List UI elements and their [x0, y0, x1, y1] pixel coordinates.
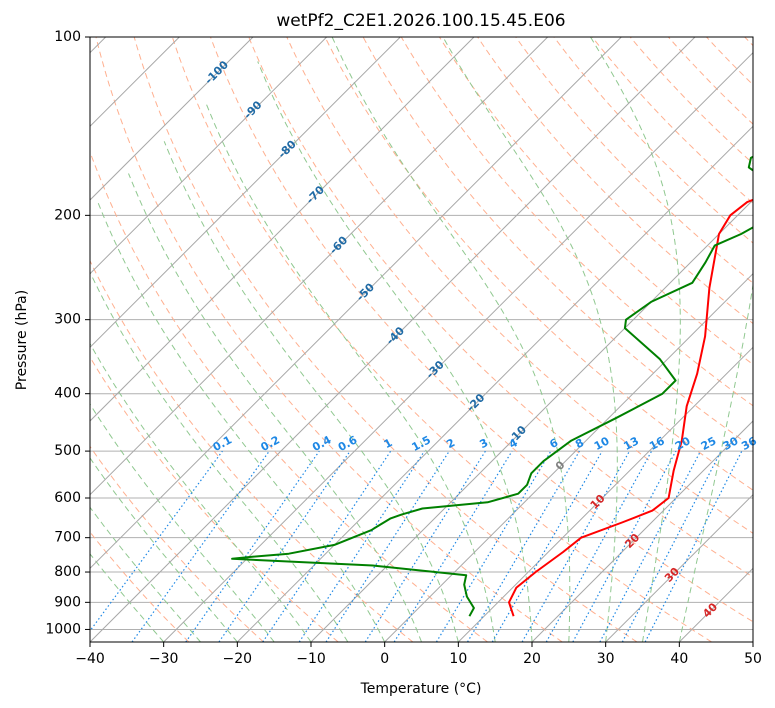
dry-adiabat-line: [90, 259, 414, 642]
x-tick-label: 40: [670, 651, 688, 667]
moist-adiabat-line: [90, 342, 312, 642]
isotherm-line: [163, 51, 753, 642]
x-tick-label: −10: [296, 651, 326, 667]
moist-adiabat-line: [206, 104, 496, 642]
y-axis-title: Pressure (hPa): [14, 290, 30, 390]
moist-adiabat-line: [90, 506, 201, 642]
y-tick-label: 500: [54, 443, 81, 459]
isotherm-line: [90, 37, 475, 422]
y-tick-label: 400: [54, 386, 81, 402]
moist-adiabat-line: [678, 282, 753, 642]
mixing-ratio-label: 36: [739, 434, 759, 453]
mixing-ratio-line: [466, 450, 580, 642]
mixing-ratio-line: [218, 450, 351, 642]
mixing-ratio-line: [572, 450, 677, 642]
x-tick-label: −40: [75, 651, 105, 667]
dry-adiabat-line: [591, 37, 753, 204]
mixing-ratio-line: [521, 450, 631, 642]
x-tick-label: −30: [149, 651, 179, 667]
x-tick-label: 50: [744, 651, 762, 667]
mixing-ratio-label: 25: [699, 434, 719, 453]
mixing-ratio-label: 16: [647, 434, 667, 453]
x-axis-title: Temperature (°C): [360, 681, 482, 697]
mixing-ratio-line: [325, 450, 450, 642]
y-tick-label: 200: [54, 207, 81, 223]
y-tick-label: 900: [54, 594, 81, 610]
moist-adiabat-line: [90, 403, 275, 642]
moist-adiabat-line: [128, 173, 422, 642]
isotherm-line: [90, 37, 622, 570]
dry-adiabat-line: [171, 37, 712, 642]
dry-adiabat-line: [133, 37, 638, 642]
y-tick-label: 700: [54, 530, 81, 546]
background-lines: [90, 37, 753, 642]
x-axis: −40 −30 −20 −10 0 10 20 30 40 50: [75, 642, 762, 667]
dry-adiabat-line: [90, 445, 264, 642]
mixing-ratio-label: 13: [621, 434, 641, 453]
moist-adiabat-line: [257, 61, 533, 642]
isotherm-line: [90, 37, 401, 349]
isotherm-line: [90, 37, 696, 642]
moist-adiabat-line: [90, 457, 238, 642]
mixing-ratio-line: [545, 450, 653, 642]
isotherm-line: [90, 37, 549, 496]
mixing-ratio-label: 30: [721, 434, 741, 453]
y-axis: 100 200 300 400 500 600 700 800 900 1000: [45, 29, 90, 637]
temperature-profile-line: [508, 198, 753, 617]
x-tick-label: 10: [449, 651, 467, 667]
plot-area: [90, 37, 753, 642]
series-lines: [231, 155, 753, 617]
isotherm-line: [605, 493, 753, 642]
y-tick-label: 800: [54, 564, 81, 580]
y-tick-label: 600: [54, 490, 81, 506]
plot-frame: [89, 36, 754, 643]
dry-adiabat-line: [248, 37, 753, 578]
moist-adiabat-line: [163, 141, 459, 642]
dry-adiabat-line: [515, 37, 753, 284]
moist-adiabat-line: [90, 553, 165, 642]
mixing-ratio-line: [393, 450, 513, 642]
dry-adiabat-line: [95, 37, 563, 642]
dry-adiabat-line: [400, 37, 753, 407]
y-tick-label: 100: [54, 29, 81, 45]
y-tick-label: 1000: [45, 621, 81, 637]
isotherm-line: [90, 37, 254, 201]
dry-adiabat-line: [324, 37, 753, 491]
dry-adiabat-line: [477, 37, 753, 325]
chart-title: wetPf2_C2E1.2026.100.15.45.E06: [276, 11, 565, 31]
isotherm-line: [531, 420, 753, 642]
dewpoint-profile-line: [231, 155, 753, 617]
moist-adiabat-line: [442, 37, 618, 642]
isotherm-line: [236, 125, 753, 642]
x-tick-label: 20: [523, 651, 541, 667]
isotherm-line: [384, 272, 753, 642]
x-tick-label: 0: [380, 651, 389, 667]
isotherm-line: [90, 37, 328, 275]
x-tick-label: −20: [223, 651, 253, 667]
mixing-ratio-label: 10: [592, 434, 612, 453]
y-tick-label: 300: [54, 312, 81, 328]
dry-adiabat-line: [629, 37, 753, 165]
mixing-ratio-line: [364, 450, 486, 642]
isotherm-line: [310, 199, 753, 642]
moist-adiabat-line: [97, 201, 386, 642]
mixing-ratio-line: [185, 450, 320, 642]
mixing-ratio-line: [435, 450, 552, 642]
x-tick-label: 30: [597, 651, 615, 667]
mixing-ratio-label: 20: [673, 434, 693, 453]
dry-adiabat-line: [210, 37, 753, 623]
moist-adiabat-line: [590, 37, 681, 642]
isotherm-line: [457, 346, 753, 642]
